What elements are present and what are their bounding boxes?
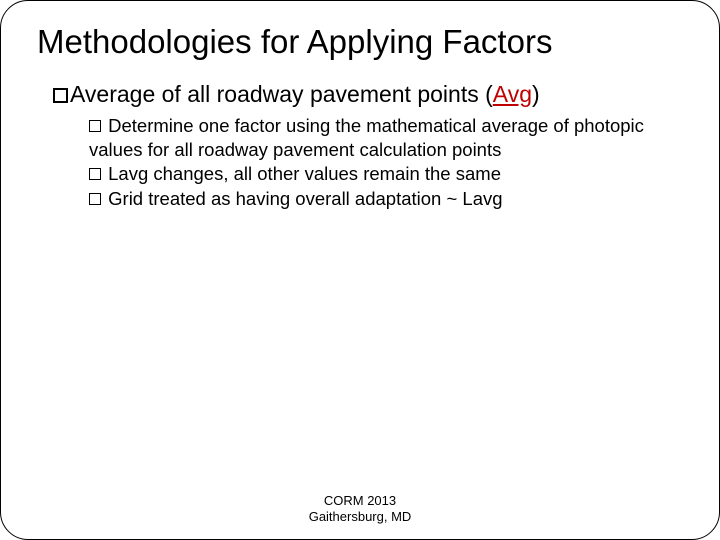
footer-line-1: CORM 2013 [1, 493, 719, 509]
bullet-text: Determine one factor using the mathemati… [89, 115, 644, 160]
heading-avg: Avg [493, 81, 532, 107]
slide-footer: CORM 2013 Gaithersburg, MD [1, 493, 719, 526]
checkbox-icon [89, 193, 101, 205]
bullet-text: Lavg changes, all other values remain th… [108, 163, 501, 184]
list-item: Grid treated as having overall adaptatio… [89, 187, 689, 211]
bullet-text: Grid treated as having overall adaptatio… [108, 188, 502, 209]
footer-line-2: Gaithersburg, MD [1, 509, 719, 525]
list-item: Lavg changes, all other values remain th… [89, 162, 689, 186]
heading-prefix: Average of all roadway pavement points ( [70, 81, 493, 107]
sub-bullet-list: Determine one factor using the mathemati… [89, 114, 689, 211]
heading-row: Average of all roadway pavement points (… [53, 79, 689, 110]
checkbox-icon [53, 88, 68, 103]
checkbox-icon [89, 168, 101, 180]
checkbox-icon [89, 120, 101, 132]
slide-frame: Methodologies for Applying Factors Avera… [0, 0, 720, 540]
heading-suffix: ) [532, 81, 540, 107]
list-item: Determine one factor using the mathemati… [89, 114, 689, 161]
slide-title: Methodologies for Applying Factors [37, 23, 689, 61]
